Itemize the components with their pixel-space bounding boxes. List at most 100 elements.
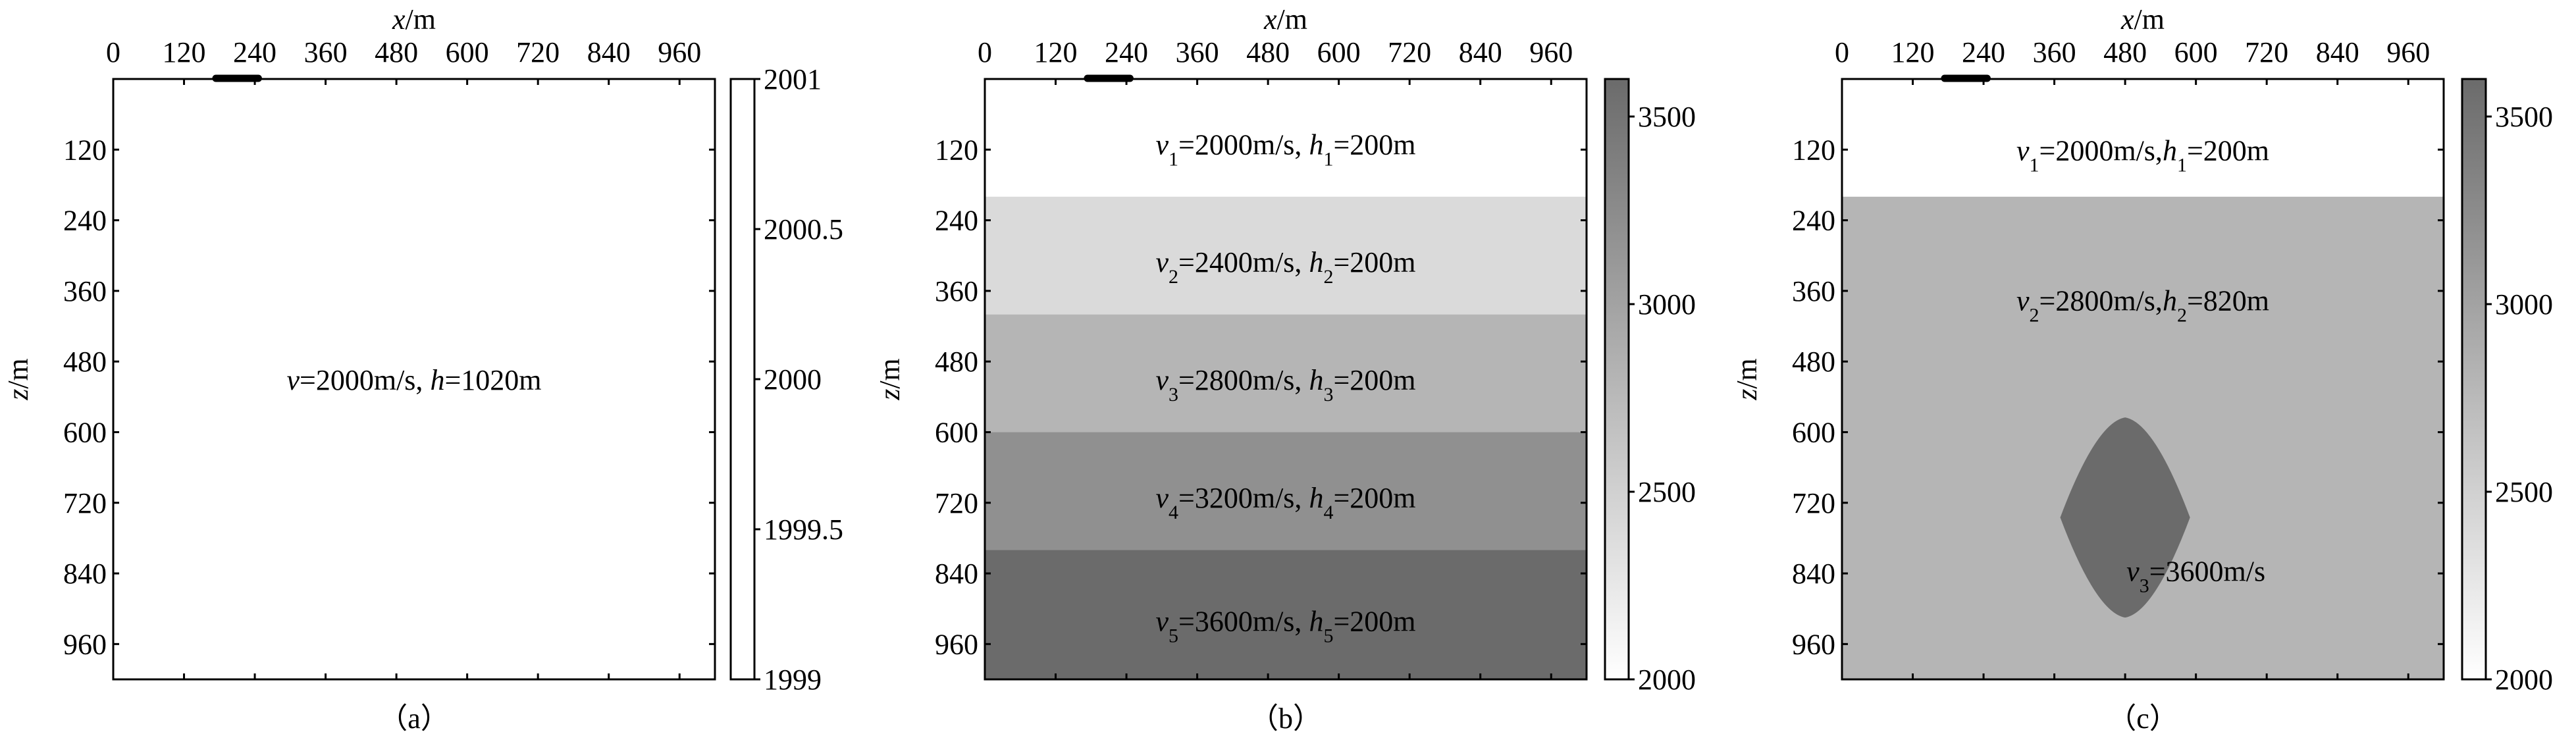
x-tick-label: 120 — [1891, 36, 1935, 68]
x-tick-label: 360 — [1176, 36, 1219, 68]
annotation-text: =200m — [1333, 606, 1415, 638]
panel-label: （c） — [2107, 702, 2178, 734]
x-axis-label-symbol: x — [1263, 3, 1277, 36]
annotation-text: =200m — [1333, 246, 1415, 278]
velocity-layers — [985, 79, 1587, 679]
y-tick-label: 480 — [63, 346, 107, 378]
annotation-text: h — [2163, 284, 2177, 317]
x-tick-label: 840 — [587, 36, 631, 68]
x-axis-label-unit: /m — [406, 3, 436, 36]
annotation-subscript: 2 — [2030, 304, 2039, 326]
y-tick-label: 360 — [63, 275, 107, 307]
annotation-text: v — [2016, 284, 2030, 317]
colorbar-tick-label: 2001 — [764, 63, 822, 95]
layer-annotation: v2=2400m/s, h2=200m — [1156, 246, 1416, 288]
annotation-text: h — [1309, 364, 1323, 396]
x-tick-label: 720 — [2245, 36, 2288, 68]
velocity-layer-1 — [113, 79, 715, 679]
x-tick-label: 960 — [1529, 36, 1573, 68]
velocity-layers — [113, 79, 715, 679]
x-tick-label: 600 — [2174, 36, 2218, 68]
annotation-text: =200m — [1333, 364, 1415, 396]
y-tick-label: 120 — [1792, 134, 1835, 166]
colorbar-tick-label: 3000 — [1638, 288, 1696, 321]
layer-annotation: v5=3600m/s, h5=200m — [1156, 606, 1416, 647]
velocity-layers — [1842, 79, 2444, 679]
x-axis-label-symbol: x — [2120, 3, 2134, 36]
colorbar-tick-label: 2000.5 — [764, 213, 843, 246]
colorbar-tick-label: 2500 — [2495, 476, 2553, 508]
annotation-text: =200m — [1333, 128, 1415, 161]
annotation-text: =200m — [1333, 482, 1415, 514]
annotation-text: v — [1156, 364, 1169, 396]
panel-1: 0 120 240 360 480 600 720 840 960 120 240 360 480 600… — [2, 3, 843, 734]
annotation-text: =2400m/s, — [1178, 246, 1309, 278]
x-axis-label: x/m — [1263, 3, 1307, 36]
x-tick-label: 960 — [2386, 36, 2430, 68]
y-tick-label: 600 — [63, 416, 107, 448]
layer-annotation: v3=2800m/s, h3=200m — [1156, 364, 1416, 406]
layer-annotation: v=2000m/s, h=1020m — [287, 364, 542, 396]
annotation-text: h — [1309, 246, 1323, 278]
plot-frame — [112, 78, 716, 681]
y-tick-label: 840 — [1792, 558, 1835, 590]
y-tick-label: 840 — [935, 558, 978, 590]
x-tick-label: 960 — [658, 36, 701, 68]
y-tick-label: 480 — [1792, 346, 1835, 378]
x-axis-label: x/m — [392, 3, 436, 36]
y-tick-label: 360 — [1792, 275, 1835, 307]
y-axis-label: z/m — [2, 358, 34, 401]
layer-annotation: v2=2800m/s,h2=820m — [2016, 284, 2269, 326]
x-tick-label: 480 — [2103, 36, 2147, 68]
layer-annotation: v1=2000m/s, h1=200m — [1156, 128, 1416, 170]
y-tick-label: 720 — [935, 487, 978, 519]
y-tick-label: 480 — [935, 346, 978, 378]
velocity-layer-4 — [985, 432, 1587, 550]
annotation-text: =820m — [2187, 284, 2269, 317]
annotation-text: =3600m/s — [2149, 556, 2265, 588]
velocity-layer-5 — [985, 550, 1587, 679]
x-tick-label: 720 — [516, 36, 560, 68]
annotation-subscript: 4 — [1169, 501, 1178, 523]
y-axis-label-unit: /m — [874, 358, 906, 388]
colorbar — [729, 78, 756, 681]
annotation-text: =2800m/s, — [2039, 284, 2163, 317]
x-tick-label: 840 — [1459, 36, 1502, 68]
x-tick-label: 360 — [2033, 36, 2076, 68]
x-tick-label: 720 — [1388, 36, 1431, 68]
plot-frame — [984, 78, 1588, 681]
y-tick-label: 960 — [1792, 628, 1835, 660]
colorbar — [1604, 78, 1630, 681]
y-axis-label-unit: /m — [2, 358, 34, 388]
colorbar-tick-label: 3000 — [2495, 288, 2553, 321]
annotation-text: =2000m/s, — [1178, 128, 1309, 161]
colorbar-tick-label: 1999 — [764, 664, 822, 696]
x-axis-label-symbol: x — [392, 3, 406, 36]
annotation-subscript: 1 — [2030, 154, 2039, 176]
annotation-text: =3200m/s, — [1178, 482, 1309, 514]
annotation-text: v — [1156, 606, 1169, 638]
annotation-subscript: 4 — [1323, 501, 1333, 523]
annotation-text: =200m — [2187, 134, 2269, 167]
y-tick-label: 360 — [935, 275, 978, 307]
y-axis-label: z/m — [874, 358, 906, 401]
velocity-layer-1 — [1842, 79, 2444, 197]
y-tick-label: 840 — [63, 558, 107, 590]
annotation-subscript: 1 — [1169, 148, 1178, 170]
colorbar-tick-label: 2000 — [1638, 664, 1696, 696]
x-tick-label: 240 — [233, 36, 276, 68]
layer-annotation: v4=3200m/s, h4=200m — [1156, 482, 1416, 523]
annotation-text: h — [430, 364, 444, 396]
annotation-text: v — [2126, 556, 2140, 588]
annotation-subscript: 3 — [1323, 384, 1333, 406]
velocity-anomaly — [2060, 417, 2190, 618]
annotation-text: h — [1309, 606, 1323, 638]
y-tick-label: 720 — [1792, 487, 1835, 519]
panel-2: 0 120 240 360 480 600 720 840 960 120 240 360 480 600… — [874, 3, 1696, 734]
annotation-subscript: 2 — [2177, 304, 2187, 326]
colorbar-tick-label: 1999.5 — [764, 513, 843, 546]
plot-frame — [1841, 78, 2445, 681]
y-tick-label: 240 — [935, 205, 978, 237]
panel-3: 0 120 240 360 480 600 720 840 960 120 240 360 480 600… — [1731, 3, 2553, 734]
